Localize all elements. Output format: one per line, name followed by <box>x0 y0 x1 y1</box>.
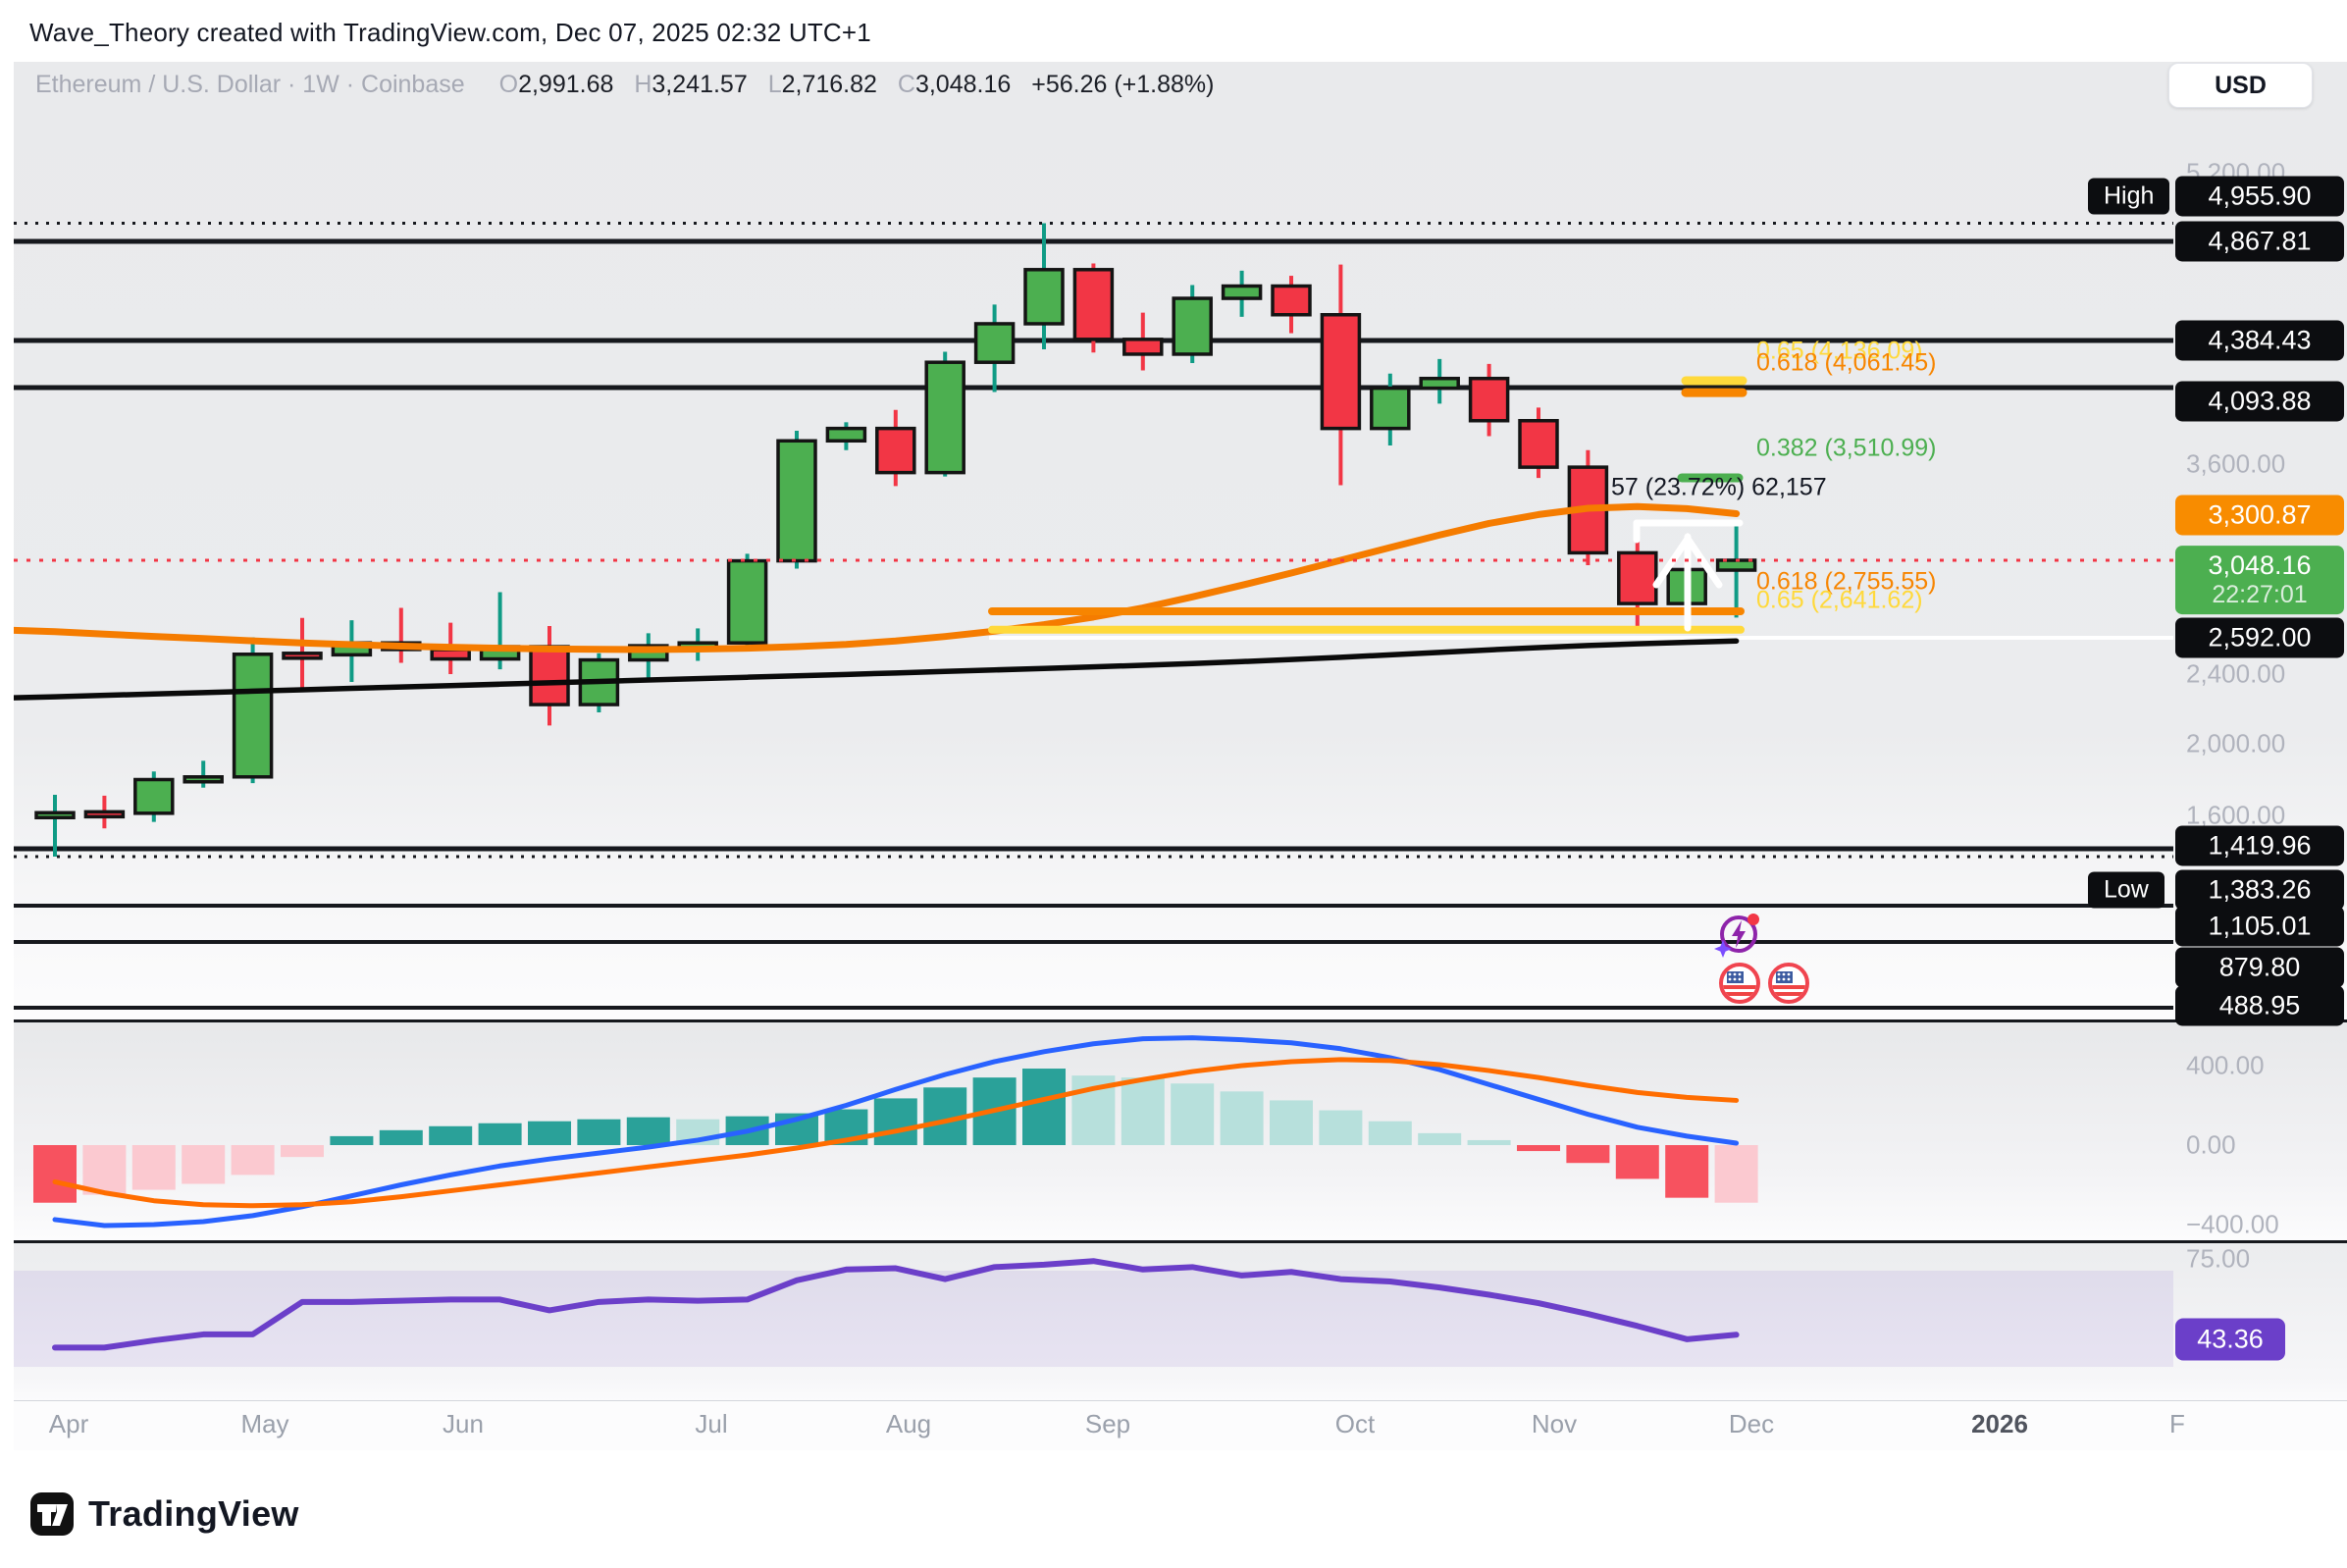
price-axis-label: 2,400.00 <box>2186 658 2286 689</box>
price-panel[interactable] <box>14 62 2347 1019</box>
price-label: 879.80 <box>2175 947 2344 988</box>
us-flag-event-icon[interactable] <box>1767 962 1810 1005</box>
rsi-axis-label: 75.00 <box>2186 1243 2251 1274</box>
price-label: 1,105.01 <box>2175 906 2344 947</box>
close-label: C <box>897 71 915 98</box>
high-badge: High <box>2088 178 2170 215</box>
month-label: Apr <box>48 1409 89 1438</box>
year-label: 2026 <box>1971 1409 2028 1438</box>
month-label: Jun <box>443 1409 484 1438</box>
fib-level-label: 0.382 (3,510.99) <box>1756 434 1937 462</box>
month-label: May <box>240 1409 289 1438</box>
month-label: F <box>2169 1409 2185 1438</box>
panel-divider[interactable] <box>14 1019 2347 1022</box>
tradingview-logo-icon[interactable] <box>29 1491 75 1537</box>
month-label: Jul <box>695 1409 728 1438</box>
fib-measure-label: 57 (23.72%) 62,157 <box>1611 473 1827 501</box>
price-label: 4,093.88 <box>2175 381 2344 422</box>
price-label: 1,419.96 <box>2175 825 2344 866</box>
close-value: 3,048.16 <box>914 71 1012 98</box>
price-label-low: 1,383.26 <box>2175 869 2344 911</box>
panel-divider <box>14 1400 2347 1401</box>
sparkle-icon <box>1714 940 1732 958</box>
us-flag-event-icon[interactable] <box>1718 962 1761 1005</box>
price-label: 2,592.00 <box>2175 617 2344 658</box>
month-label: Sep <box>1084 1409 1131 1438</box>
footer: TradingView <box>29 1487 299 1542</box>
price-label: 4,384.43 <box>2175 320 2344 361</box>
currency-button[interactable]: USD <box>2168 63 2313 108</box>
month-label: Aug <box>885 1409 932 1438</box>
fib-level-label: 0.65 (4,136.09) <box>1756 337 1923 365</box>
high-value: 3,241.57 <box>652 71 748 98</box>
open-value: 2,991.68 <box>518 71 614 98</box>
macd-axis-label: 0.00 <box>2186 1129 2236 1160</box>
ma-price-label: 3,300.87 <box>2175 495 2344 536</box>
time-axis[interactable]: Apr May Jun Jul Aug Sep Oct Nov Dec 2026… <box>14 1401 2347 1450</box>
fib-level-label: 0.65 (2,641.62) <box>1756 586 1923 614</box>
macd-axis-label: −400.00 <box>2186 1209 2279 1239</box>
macd-axis-label: 400.00 <box>2186 1050 2265 1080</box>
price-label: 4,867.81 <box>2175 221 2344 262</box>
notification-dot <box>1747 914 1759 925</box>
event-circle <box>1720 915 1757 953</box>
rsi-panel[interactable] <box>14 1243 2347 1400</box>
us-flag-icon <box>1723 971 1756 996</box>
tradingview-wordmark[interactable]: TradingView <box>88 1493 299 1534</box>
low-label: L <box>767 71 782 98</box>
month-label: Oct <box>1334 1409 1376 1438</box>
high-label: H <box>634 71 652 98</box>
month-label: Nov <box>1531 1409 1578 1438</box>
watermark-text: Wave_Theory created with TradingView.com… <box>29 18 871 47</box>
price-axis-label: 2,000.00 <box>2186 728 2286 758</box>
rsi-value-badge: 43.36 <box>2175 1318 2285 1361</box>
lightning-icon <box>1732 920 1746 948</box>
symbol-title[interactable]: Ethereum / U.S. Dollar · 1W · Coinbase <box>35 71 465 98</box>
macd-panel[interactable] <box>14 1022 2347 1240</box>
month-label: Dec <box>1728 1409 1775 1438</box>
price-label-high: 4,955.90 <box>2175 176 2344 217</box>
open-label: O <box>498 71 519 98</box>
last-price-label: 3,048.16 22:27:01 <box>2175 546 2344 614</box>
ai-event-icon[interactable] <box>1713 909 1764 960</box>
price-label: 488.95 <box>2175 985 2344 1026</box>
price-axis-label: 3,600.00 <box>2186 448 2286 479</box>
fib-level-label: 0.618 (2,755.55) <box>1756 567 1937 596</box>
low-value: 2,716.82 <box>781 71 877 98</box>
change-value: +56.26 (+1.88%) <box>1031 71 1215 98</box>
symbol-info[interactable]: Ethereum / U.S. Dollar · 1W · Coinbase O… <box>35 71 1214 99</box>
low-badge: Low <box>2088 871 2164 909</box>
price-axis-label: 1,600.00 <box>2186 800 2286 830</box>
fib-level-label: 0.618 (4,061.45) <box>1756 348 1937 377</box>
panel-divider[interactable] <box>14 1240 2347 1243</box>
us-flag-icon <box>1772 971 1805 996</box>
bar-countdown: 22:27:01 <box>2212 581 2308 609</box>
